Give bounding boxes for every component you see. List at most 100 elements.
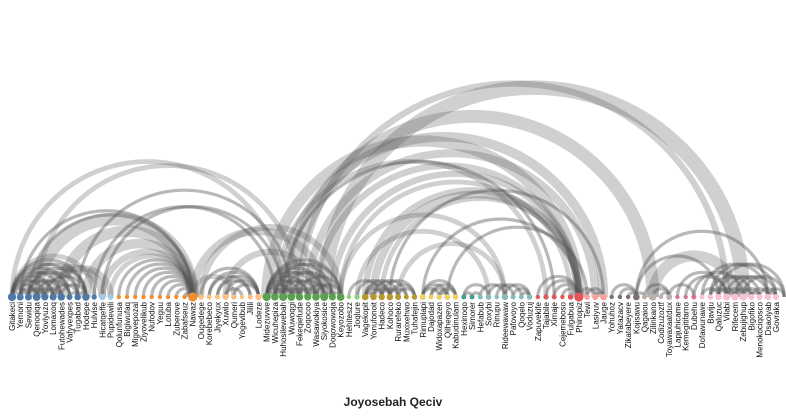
node-marker[interactable] (182, 294, 187, 300)
node-marker[interactable] (346, 294, 351, 300)
node-marker[interactable] (428, 294, 434, 300)
node-marker[interactable] (551, 294, 557, 300)
node-marker[interactable] (198, 294, 204, 300)
node-marker[interactable] (386, 293, 394, 301)
node-marker[interactable] (567, 294, 574, 300)
node-marker[interactable] (370, 293, 377, 301)
node-marker[interactable] (592, 293, 599, 301)
node-marker[interactable] (625, 294, 631, 300)
node-marker[interactable] (32, 293, 41, 301)
node-marker[interactable] (609, 294, 614, 300)
node-marker[interactable] (295, 293, 304, 301)
node-marker[interactable] (174, 294, 179, 300)
node-marker[interactable] (535, 294, 540, 300)
node-marker[interactable] (675, 294, 680, 300)
node-marker[interactable] (699, 294, 705, 300)
node-marker[interactable] (361, 293, 369, 301)
node-marker[interactable] (82, 293, 90, 301)
node-marker[interactable] (116, 294, 121, 300)
arc-link (281, 270, 334, 298)
node-marker[interactable] (7, 292, 17, 302)
node-marker[interactable] (477, 294, 483, 300)
node-marker[interactable] (328, 293, 336, 301)
node-marker[interactable] (773, 294, 779, 300)
node-marker[interactable] (279, 292, 288, 302)
node-marker[interactable] (731, 293, 739, 301)
node-marker[interactable] (518, 294, 524, 300)
node-marker[interactable] (124, 294, 130, 300)
node-marker[interactable] (748, 294, 755, 300)
node-marker[interactable] (66, 294, 73, 300)
node-marker[interactable] (287, 293, 296, 301)
node-marker[interactable] (649, 293, 657, 301)
node-marker[interactable] (574, 292, 584, 302)
node-marker[interactable] (494, 294, 499, 300)
node-marker[interactable] (715, 293, 722, 301)
node-marker[interactable] (49, 293, 57, 301)
arc-link (708, 274, 753, 298)
arc-link (303, 149, 600, 298)
node-marker[interactable] (756, 294, 763, 300)
node-marker[interactable] (378, 293, 385, 301)
node-marker[interactable] (395, 293, 402, 301)
node-marker[interactable] (91, 294, 97, 300)
node-marker[interactable] (403, 294, 409, 300)
node-marker[interactable] (24, 293, 32, 301)
node-marker[interactable] (683, 294, 688, 300)
node-marker[interactable] (633, 293, 640, 301)
node-marker[interactable] (74, 293, 82, 301)
node-marker[interactable] (304, 293, 312, 301)
node-marker[interactable] (107, 294, 114, 300)
node-marker[interactable] (764, 293, 772, 301)
node-label: Rimupiapi (419, 302, 428, 338)
node-marker[interactable] (485, 294, 492, 300)
node-marker[interactable] (560, 294, 565, 300)
node-marker[interactable] (41, 293, 49, 301)
node-marker[interactable] (526, 294, 533, 300)
node-marker[interactable] (57, 293, 65, 301)
node-marker[interactable] (214, 294, 220, 300)
node-marker[interactable] (336, 293, 345, 301)
node-marker[interactable] (501, 293, 509, 301)
node-marker[interactable] (247, 294, 253, 300)
node-marker[interactable] (271, 293, 279, 301)
node-marker[interactable] (666, 294, 673, 300)
node-marker[interactable] (222, 294, 229, 300)
node-marker[interactable] (642, 294, 648, 300)
node-marker[interactable] (354, 294, 360, 300)
node-marker[interactable] (165, 294, 171, 300)
node-marker[interactable] (262, 292, 271, 302)
node-marker[interactable] (739, 293, 747, 301)
node-marker[interactable] (707, 294, 714, 300)
node-marker[interactable] (239, 294, 245, 300)
node-marker[interactable] (320, 293, 329, 301)
node-marker[interactable] (157, 294, 163, 300)
arc-link (725, 274, 770, 298)
node-marker[interactable] (691, 294, 697, 300)
node-marker[interactable] (469, 294, 475, 300)
node-marker[interactable] (658, 294, 664, 300)
node-marker[interactable] (99, 293, 106, 301)
node-marker[interactable] (16, 293, 24, 301)
node-marker[interactable] (419, 294, 426, 300)
node-label: Zebujighup (739, 301, 748, 341)
node-marker[interactable] (312, 293, 320, 301)
node-marker[interactable] (149, 294, 154, 300)
node-marker[interactable] (461, 294, 467, 300)
node-marker[interactable] (723, 293, 731, 301)
node-marker[interactable] (436, 294, 442, 300)
node-marker[interactable] (584, 294, 590, 300)
node-marker[interactable] (141, 294, 146, 300)
node-marker[interactable] (543, 294, 549, 300)
node-marker[interactable] (188, 292, 198, 302)
node-marker[interactable] (411, 294, 418, 300)
node-marker[interactable] (444, 294, 451, 300)
node-marker[interactable] (510, 294, 516, 300)
node-marker[interactable] (206, 294, 212, 300)
node-marker[interactable] (231, 294, 237, 300)
node-marker[interactable] (600, 293, 607, 301)
node-marker[interactable] (255, 293, 262, 301)
node-marker[interactable] (617, 294, 623, 300)
node-marker[interactable] (133, 294, 138, 300)
node-marker[interactable] (452, 294, 459, 300)
